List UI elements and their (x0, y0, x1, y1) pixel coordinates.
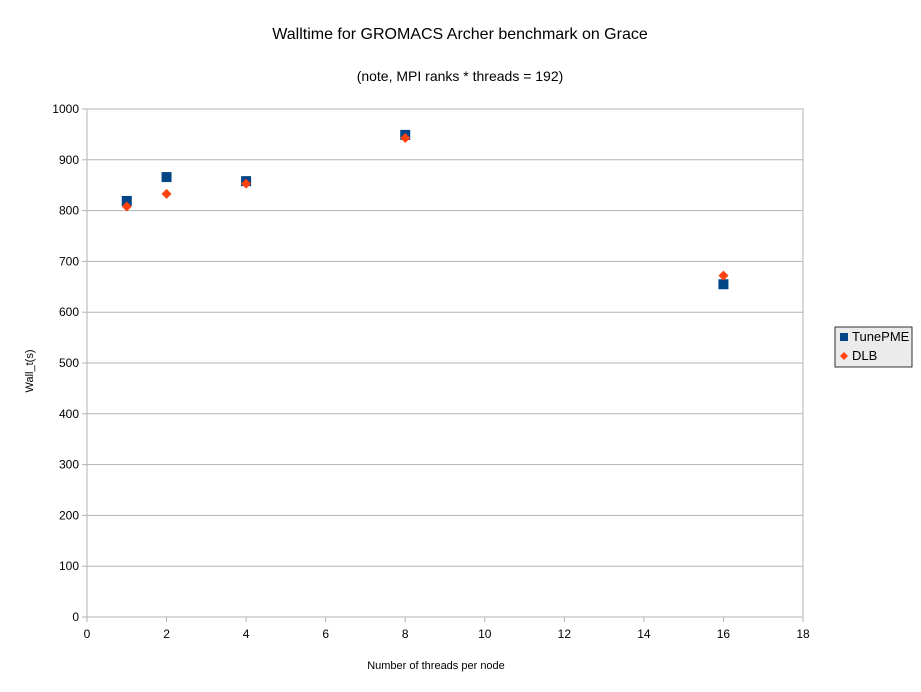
y-tick-label: 1000 (52, 102, 79, 116)
x-tick-label: 18 (796, 627, 810, 641)
y-tick-label: 100 (59, 559, 79, 573)
y-tick-label: 300 (59, 458, 79, 472)
x-tick-label: 8 (402, 627, 409, 641)
tunepme-point (718, 279, 729, 290)
x-tick-label: 6 (322, 627, 329, 641)
dlb-point (400, 132, 411, 143)
x-tick-label: 12 (558, 627, 572, 641)
y-tick-label: 900 (59, 153, 79, 167)
x-tick-label: 10 (478, 627, 492, 641)
tunepme-point (121, 195, 132, 206)
dlb-point (241, 178, 252, 189)
legend-swatch-tunepme (840, 333, 848, 341)
tunepme-point (161, 172, 172, 183)
y-axis-label: Wall_t(s) (24, 350, 36, 393)
x-axis-label: Number of threads per node (367, 660, 505, 672)
dlb-point (718, 270, 729, 281)
dlb-point (121, 201, 132, 212)
x-tick-label: 0 (84, 627, 91, 641)
x-tick-label: 16 (717, 627, 731, 641)
y-tick-label: 0 (72, 610, 79, 624)
chart-title: Walltime for GROMACS Archer benchmark on… (272, 26, 648, 43)
x-tick-label: 14 (637, 627, 651, 641)
legend-label-dlb: DLB (852, 348, 877, 363)
dlb-point (161, 188, 172, 199)
x-axis-ticks: 0 2 4 6 8 10 12 14 16 18 (84, 617, 810, 641)
legend-label-tunepme: TunePME (852, 329, 910, 344)
x-tick-label: 4 (243, 627, 250, 641)
chart-subtitle: (note, MPI ranks * threads = 192) (357, 68, 564, 84)
legend: TunePME DLB (834, 326, 913, 368)
grid-lines (87, 108, 803, 618)
y-tick-label: 500 (59, 356, 79, 370)
x-tick-label: 2 (163, 627, 170, 641)
y-tick-label: 800 (59, 204, 79, 218)
y-tick-label: 400 (59, 407, 79, 421)
y-axis-ticks: 0 100 200 300 400 500 600 700 800 900 1000 (52, 102, 87, 624)
legend-swatch-dlb (840, 352, 848, 360)
data-points (121, 129, 729, 290)
y-tick-label: 200 (59, 508, 79, 522)
y-tick-label: 600 (59, 305, 79, 319)
y-tick-label: 700 (59, 254, 79, 268)
